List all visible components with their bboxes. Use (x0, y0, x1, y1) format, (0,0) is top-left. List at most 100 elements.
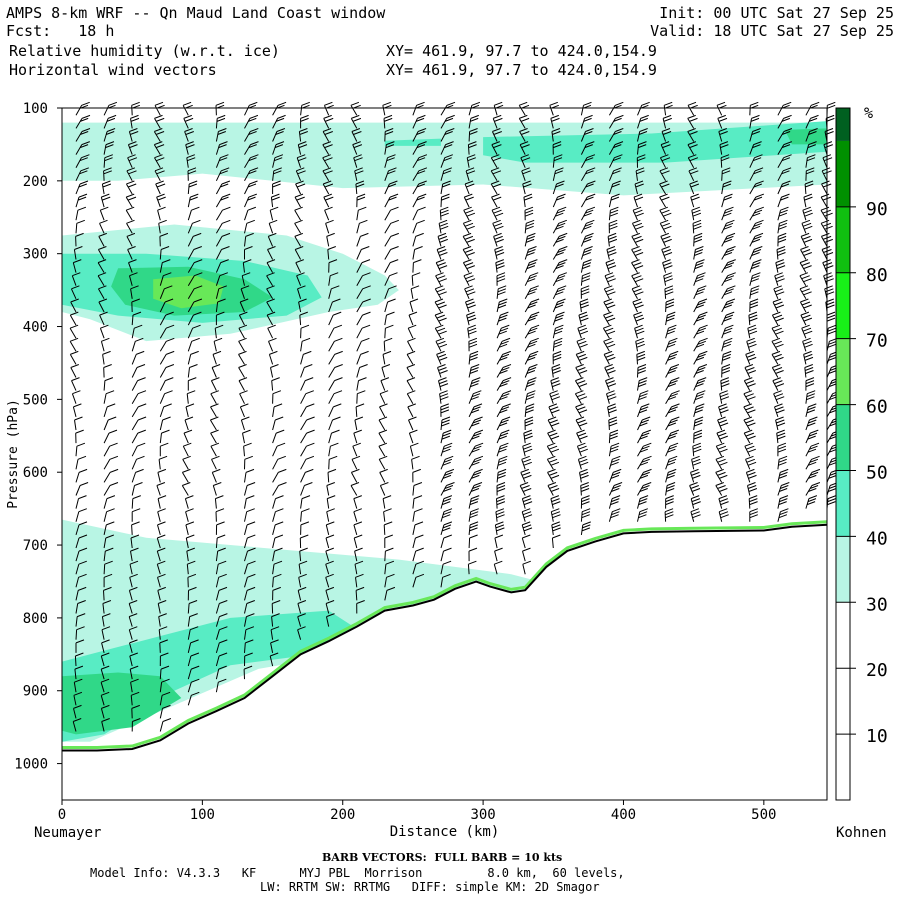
left-station-label: Neumayer (34, 825, 101, 841)
colorbar-label-80: 80 (866, 265, 888, 286)
forecast-hour: Fcst: 18 h (6, 22, 115, 40)
y-tick-label-200: 200 (23, 174, 48, 190)
wind-barb-path-0 (69, 101, 91, 732)
wind-barb-path-9 (322, 101, 343, 627)
wind-barb-column-19 (602, 101, 624, 522)
terrain-surface-line (62, 523, 828, 752)
wind-barb-column-11 (378, 101, 399, 601)
y-tick-label-300: 300 (23, 247, 48, 263)
xy-range-wind: XY= 461.9, 97.7 to 424.0,154.9 (386, 61, 657, 79)
wind-barb-column-18 (574, 101, 596, 535)
y-tick-label-600: 600 (23, 465, 48, 481)
wind-barb-column-24 (743, 101, 764, 522)
wind-barb-column-20 (631, 101, 652, 522)
wind-barb-column-10 (350, 101, 371, 614)
wind-barb-column-1 (97, 101, 119, 732)
y-tick-label-1000: 1000 (14, 757, 48, 773)
x-tick-label-0: 0 (58, 807, 66, 823)
wind-barb-path-5 (209, 101, 231, 693)
terrain-fill (62, 524, 827, 800)
y-tick-label-800: 800 (23, 611, 48, 627)
wind-barb-column-17 (546, 101, 568, 549)
y-tick-label-500: 500 (23, 392, 48, 408)
wind-barb-path-17 (546, 101, 568, 549)
colorbar-label-50: 50 (866, 462, 888, 483)
wind-barb-path-7 (266, 101, 287, 667)
x-tick-label-400: 400 (611, 807, 636, 823)
wind-barb-column-23 (715, 101, 736, 522)
wind-barb-path-4 (181, 101, 203, 706)
wind-barb-column-0 (69, 101, 91, 732)
wind-barb-column-22 (687, 101, 708, 522)
wind-barb-path-1 (97, 101, 119, 732)
colorbar-label-70: 70 (866, 331, 888, 352)
right-station-label: Kohnen (836, 825, 887, 841)
wind-barb-column-16 (518, 101, 540, 575)
wind-barb-column-15 (490, 101, 512, 575)
wind-barb-path-24 (743, 101, 764, 522)
wind-barb-column-4 (181, 101, 203, 706)
rh-region-40-1 (483, 121, 827, 163)
wind-barb-path-8 (294, 101, 315, 640)
field-label-rh: Relative humidity (w.r.t. ice) (9, 42, 280, 60)
y-tick-label-400: 400 (23, 320, 48, 336)
wind-barb-column-7 (266, 101, 287, 667)
wind-barb-path-12 (406, 101, 428, 588)
wind-barb-path-18 (574, 101, 596, 535)
wind-barb-column-21 (659, 101, 680, 522)
colorbar-label-30: 30 (866, 594, 888, 615)
colorbar-bin-70 (836, 272, 850, 339)
wind-barb-path-23 (715, 101, 736, 522)
colorbar-bin-40 (836, 470, 850, 537)
field-label-wind: Horizontal wind vectors (9, 61, 217, 79)
rh-region-50-10 (62, 672, 182, 735)
colorbar-frame (835, 107, 851, 801)
y-tick-label-100: 100 (23, 101, 48, 117)
colorbar-unit: % (864, 104, 873, 122)
wind-barb-path-22 (687, 101, 708, 522)
colorbar-bin-60 (836, 338, 850, 405)
colorbar-bin-0 (836, 602, 850, 800)
wind-barb-column-14 (462, 101, 484, 575)
colorbar-bin-30 (836, 536, 850, 603)
wind-barb-column-13 (434, 101, 456, 588)
colorbar-label-40: 40 (866, 528, 888, 549)
colorbar-label-20: 20 (866, 660, 888, 681)
colorbar-bin-90 (836, 140, 850, 207)
init-time: Init: 00 UTC Sat 27 Sep 25 (659, 4, 894, 22)
x-tick-label-500: 500 (751, 807, 776, 823)
rh-region-50-2 (784, 128, 827, 145)
wind-barb-column-5 (209, 101, 231, 693)
wind-barb-path-6 (238, 101, 259, 680)
valid-time: Valid: 18 UTC Sat 27 Sep 25 (650, 22, 894, 40)
wind-barb-path-10 (350, 101, 371, 614)
wind-barb-path-13 (434, 101, 456, 588)
plot-frame (61, 107, 828, 801)
rh-region-40-3 (384, 138, 441, 146)
wind-barb-path-19 (602, 101, 624, 522)
model-info-line1: Model Info: V4.3.3 KF MYJ PBL Morrison 8… (90, 866, 625, 880)
colorbar-label-60: 60 (866, 397, 888, 418)
wind-barb-path-15 (490, 101, 512, 575)
x-axis-label: Distance (km) (390, 824, 500, 840)
wind-barb-column-6 (238, 101, 259, 680)
colorbar-bin-100 (836, 108, 850, 141)
wind-barb-path-11 (378, 101, 399, 601)
colorbar-label-90: 90 (866, 199, 888, 220)
wind-barb-path-21 (659, 101, 680, 522)
wind-barb-column-3 (153, 101, 175, 732)
colorbar-bin-50 (836, 404, 850, 471)
y-tick-label-700: 700 (23, 538, 48, 554)
wind-barb-path-3 (153, 101, 175, 732)
wind-barb-path-25 (771, 101, 793, 522)
chart-title: AMPS 8-km WRF -- Qn Maud Land Coast wind… (6, 4, 386, 22)
wind-barb-column-9 (322, 101, 343, 627)
colorbar-label-10: 10 (866, 726, 888, 747)
wind-barb-path-14 (462, 101, 484, 575)
barb-legend: BARB VECTORS: FULL BARB = 10 kts (322, 851, 563, 864)
y-tick-label-900: 900 (23, 684, 48, 700)
wind-barb-path-16 (518, 101, 540, 575)
wind-barb-path-26 (799, 101, 821, 509)
wind-barb-column-8 (294, 101, 315, 640)
